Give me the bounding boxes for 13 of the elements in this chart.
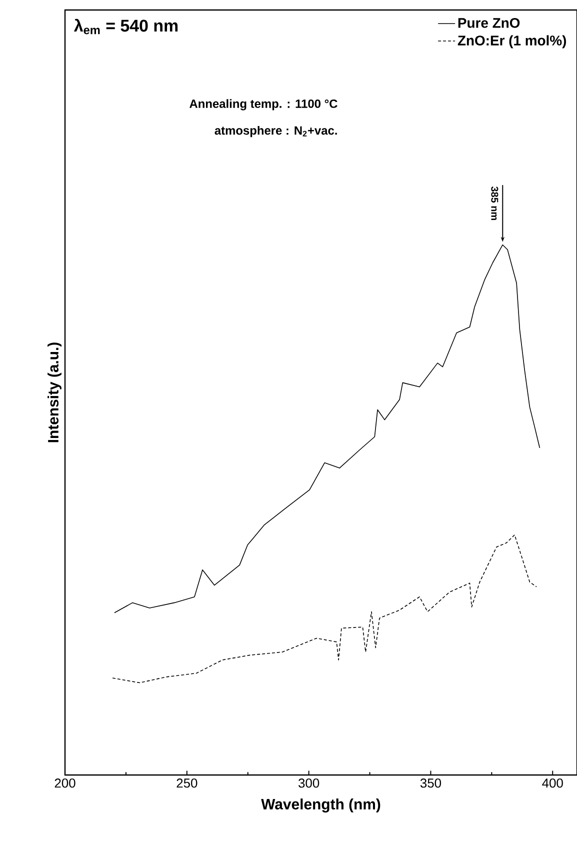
annotation: 385 nm [491,186,498,220]
legend-label: Pure ZnO [458,18,520,28]
x-tick-label: 400 [542,778,563,788]
legend-label: ZnO:Er (1 mol%) [458,35,566,48]
y-axis-title: Intensity (a.u.) [48,342,62,442]
x-tick-label: 300 [298,778,320,788]
x-tick-label: 350 [420,778,442,788]
x-tick-label: 200 [54,778,76,788]
x-axis-title: Wavelength (nm) [261,798,380,813]
x-tick-label: 250 [176,778,198,788]
text: λ$_{em}$ = 540 nm [74,18,178,34]
text: atmosphere : N$_{2}$+vac. [214,126,337,138]
text: Annealing temp. : 1100 °C [190,99,338,110]
